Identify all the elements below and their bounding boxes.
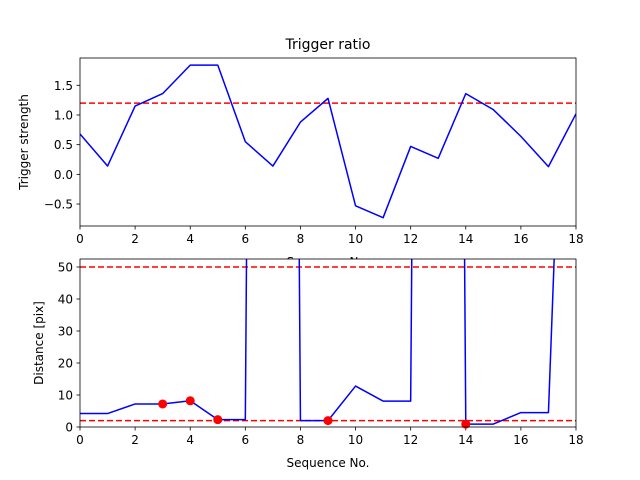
axes-background — [80, 259, 576, 427]
y-tick-label: 30 — [58, 325, 73, 339]
x-tick-label: 2 — [131, 433, 139, 447]
data-point-marker — [185, 396, 195, 406]
y-tick-label: 1.0 — [54, 108, 73, 122]
series-line — [80, 64, 576, 219]
y-tick-label: 0.0 — [54, 168, 73, 182]
y-axis-label: Trigger strength — [17, 94, 31, 191]
distance-chart: Distance [pix] 0 2 4 6 8 10 12 14 16 18 0 10 20 30 40 5… — [32, 258, 584, 470]
data-point-marker — [213, 415, 223, 425]
y-tick-label: 40 — [58, 293, 73, 307]
data-point-marker — [461, 419, 471, 429]
x-tick-label: 8 — [297, 232, 305, 246]
y-axis-label: Distance [pix] — [32, 301, 46, 385]
x-tick-label: 14 — [458, 232, 473, 246]
x-tick-label: 18 — [568, 232, 583, 246]
x-tick-label: 10 — [348, 433, 363, 447]
x-tick-label: 18 — [568, 433, 583, 447]
x-tick-label: 16 — [513, 433, 528, 447]
x-tick-label: 12 — [403, 232, 418, 246]
x-tick-label: 4 — [186, 433, 194, 447]
trigger-ratio-chart: Trigger ratio Trigger strength 0 2 4 6 8 10 12… — [17, 37, 584, 269]
series-lines — [80, 64, 576, 219]
x-tick-label: 16 — [513, 232, 528, 246]
y-tick-label: 1.5 — [54, 79, 73, 93]
x-tick-label: 10 — [348, 232, 363, 246]
axes-frame — [79, 57, 577, 227]
y-tick-label: 0.5 — [54, 138, 73, 152]
axes-frame — [79, 258, 577, 428]
y-tick-label: 10 — [58, 389, 73, 403]
y-tick-label: −0.5 — [44, 198, 73, 212]
y-tick-label: 20 — [58, 357, 73, 371]
x-tick-label: 8 — [297, 433, 305, 447]
x-tick-label: 6 — [242, 433, 250, 447]
tick-group: 0 2 4 6 8 10 12 14 16 18 −0.5 0.0 0.5 1.0 1.5 — [44, 79, 584, 246]
x-axis-label: Sequence No. — [287, 456, 370, 470]
x-tick-label: 12 — [403, 433, 418, 447]
x-tick-label: 0 — [76, 433, 84, 447]
tick-group: 0 2 4 6 8 10 12 14 16 18 0 10 20 30 40 50 — [58, 261, 584, 448]
data-point-marker — [158, 399, 168, 409]
x-tick-label: 6 — [242, 232, 250, 246]
y-tick-label: 0 — [65, 421, 73, 435]
x-tick-label: 2 — [131, 232, 139, 246]
x-tick-label: 4 — [186, 232, 194, 246]
markers — [158, 396, 471, 429]
axes-border — [79, 57, 577, 227]
chart-title: Trigger ratio — [284, 37, 370, 53]
x-tick-label: 14 — [458, 433, 473, 447]
x-tick-label: 0 — [76, 232, 84, 246]
axes-border — [79, 258, 577, 428]
data-point-marker — [323, 416, 333, 426]
y-tick-label: 50 — [58, 261, 73, 275]
